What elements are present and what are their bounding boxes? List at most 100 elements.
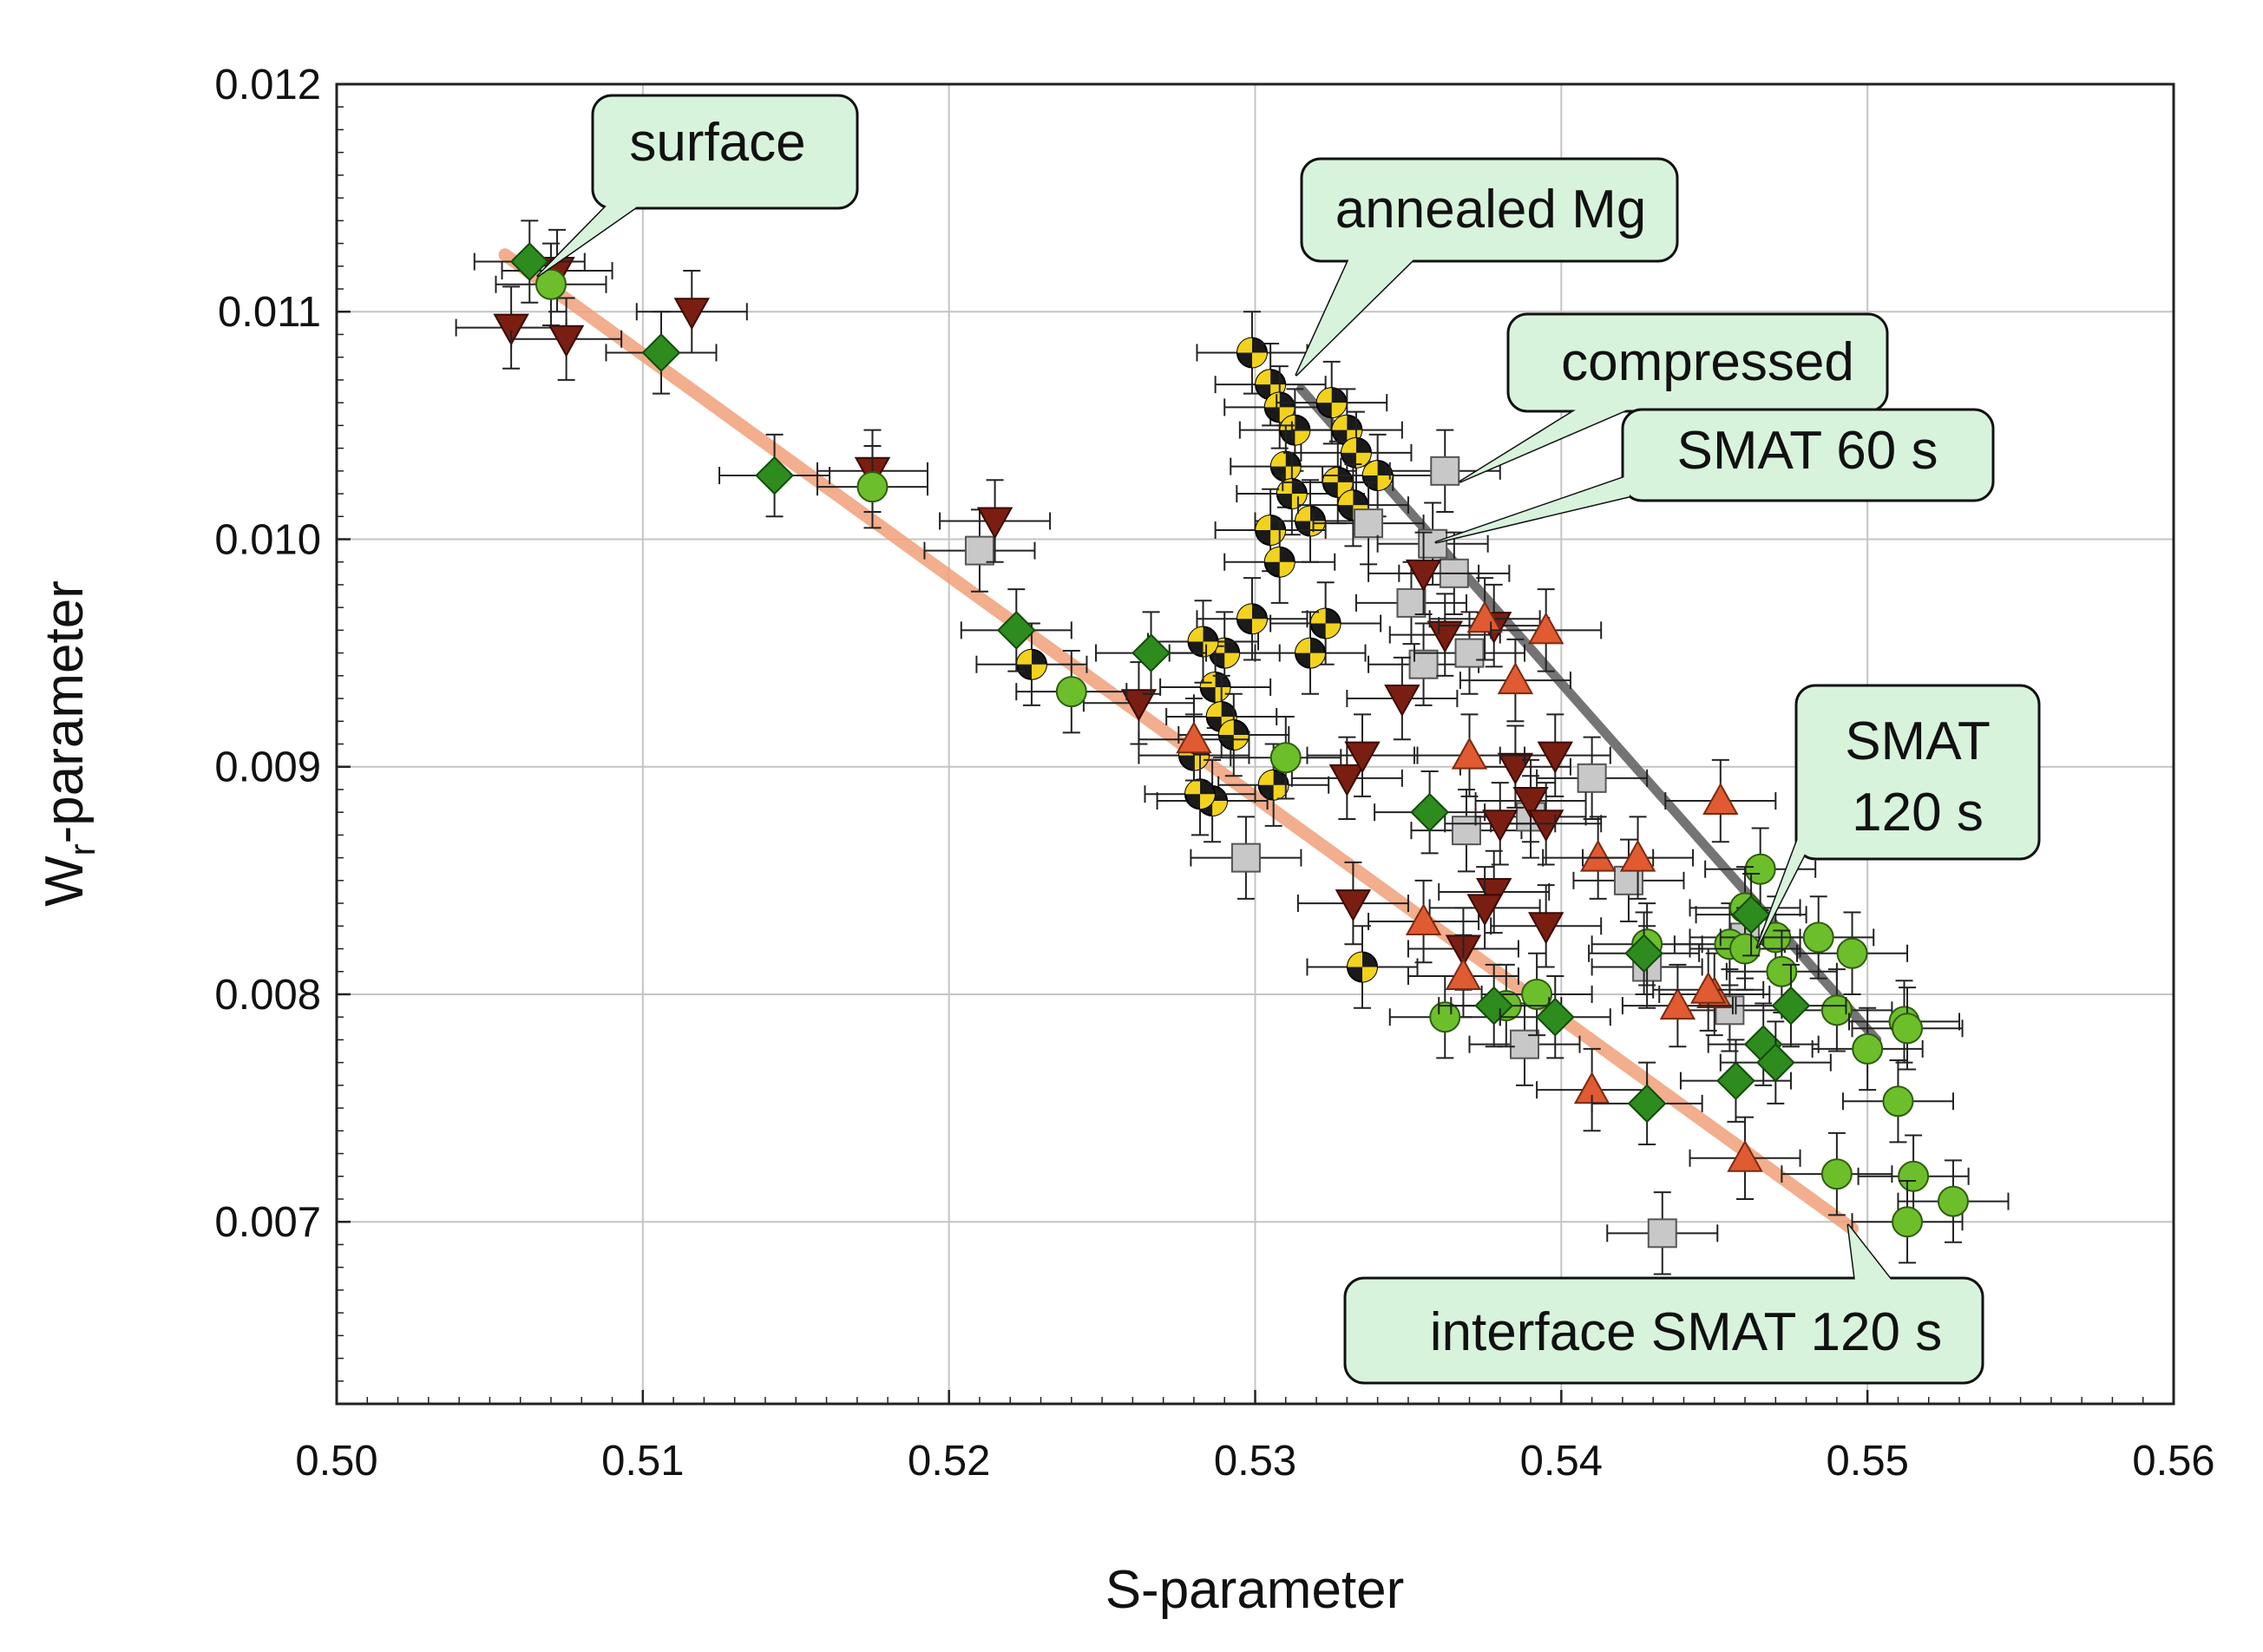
marker-body bbox=[1445, 957, 1482, 990]
data-point bbox=[1689, 1116, 1801, 1200]
marker-body bbox=[1689, 971, 1727, 1004]
marker-body bbox=[1852, 1032, 1884, 1065]
data-point bbox=[1190, 816, 1302, 900]
marker-accent bbox=[1270, 451, 1286, 467]
marker-body bbox=[1405, 559, 1442, 592]
marker-accent bbox=[1016, 649, 1032, 665]
marker-accent bbox=[1224, 652, 1240, 668]
callout-box bbox=[1621, 408, 1995, 502]
data-point bbox=[1606, 1191, 1719, 1275]
data-point bbox=[1147, 600, 1260, 684]
data-point bbox=[1499, 974, 1611, 1059]
marker-body bbox=[1454, 638, 1485, 668]
data-point bbox=[960, 588, 1072, 672]
data-point bbox=[1388, 593, 1501, 677]
marker-body bbox=[673, 298, 710, 331]
marker-body bbox=[1702, 783, 1739, 816]
marker-body bbox=[1410, 792, 1450, 832]
data-point bbox=[1269, 581, 1382, 665]
marker-accent bbox=[1316, 388, 1332, 403]
axis-ticks bbox=[335, 82, 2175, 1404]
data-point bbox=[1591, 1061, 1703, 1146]
marker-accent bbox=[1184, 779, 1200, 795]
marker-body bbox=[1269, 742, 1302, 774]
marker-body bbox=[1820, 994, 1853, 1026]
callout-pointer-fill bbox=[538, 191, 659, 276]
data-point bbox=[510, 297, 623, 381]
marker-accent bbox=[1251, 619, 1267, 634]
marker-accent bbox=[1218, 720, 1234, 736]
x-axis-title: S-parameter bbox=[1105, 1560, 1405, 1620]
marker-body bbox=[1729, 933, 1761, 965]
data-point bbox=[1438, 963, 1551, 1048]
marker-body bbox=[755, 456, 794, 495]
marker-accent bbox=[1347, 952, 1362, 967]
callout-box bbox=[591, 94, 859, 210]
callout-annealed-mg: annealed Mg bbox=[1295, 157, 1679, 377]
data-point bbox=[1781, 1131, 1893, 1216]
tick-labels: 0.50 0.51 0.52 0.53 0.54 0.55 0.56 0.007 0.008 0.… bbox=[214, 62, 2214, 1485]
marker-accent bbox=[1270, 529, 1286, 545]
data-point bbox=[718, 433, 831, 518]
callout-smat-120-s: SMAT 120 s bbox=[1755, 684, 2041, 949]
y-tick-label: 0.012 bbox=[214, 62, 321, 108]
data-point bbox=[1223, 520, 1336, 604]
marker-accent bbox=[1031, 664, 1046, 679]
data-point bbox=[1413, 713, 1525, 797]
marker-body bbox=[1627, 1084, 1667, 1124]
data-point bbox=[1312, 481, 1425, 566]
data-point bbox=[1459, 638, 1571, 723]
marker-body bbox=[856, 471, 889, 503]
marker-body bbox=[1892, 1013, 1924, 1045]
callout-text: surface bbox=[629, 113, 805, 173]
data-point bbox=[1254, 611, 1367, 695]
callout-surface: surface bbox=[536, 94, 859, 278]
marker-accent bbox=[1279, 407, 1295, 423]
marker-accent bbox=[1258, 770, 1274, 785]
marker-body bbox=[996, 610, 1036, 650]
data-point bbox=[1138, 698, 1250, 782]
x-tick-label: 0.52 bbox=[908, 1438, 990, 1485]
marker-body bbox=[1647, 1218, 1677, 1249]
callout-box bbox=[1343, 1276, 1984, 1385]
data-point bbox=[1355, 560, 1467, 646]
y-axis-title-sub: r bbox=[62, 843, 102, 856]
marker-accent bbox=[1310, 608, 1326, 624]
y-tick-label: 0.007 bbox=[214, 1199, 321, 1246]
marker-body bbox=[1405, 903, 1442, 936]
marker-body bbox=[641, 333, 681, 372]
data-point bbox=[1300, 410, 1413, 495]
marker-body bbox=[1577, 763, 1607, 793]
data-point bbox=[1444, 782, 1557, 866]
marker-accent bbox=[1256, 370, 1271, 385]
x-tick-label: 0.51 bbox=[601, 1438, 684, 1485]
data-point bbox=[473, 220, 586, 304]
data-point bbox=[1407, 934, 1519, 1019]
marker-body bbox=[1466, 600, 1503, 633]
data-point bbox=[1582, 816, 1695, 900]
data-point bbox=[1296, 861, 1409, 946]
marker-body bbox=[1132, 633, 1171, 673]
marker-body bbox=[976, 507, 1013, 540]
marker-accent bbox=[1188, 626, 1204, 642]
callout-pointer-fill bbox=[1460, 408, 1631, 482]
y-tick-label: 0.009 bbox=[214, 744, 321, 791]
marker-body bbox=[1396, 587, 1427, 618]
marker-accent bbox=[1273, 784, 1289, 800]
data-point bbox=[1897, 1159, 2010, 1243]
marker-body bbox=[1344, 741, 1381, 774]
marker-body bbox=[1820, 1158, 1853, 1190]
callout-pointer-fill bbox=[1848, 1225, 1892, 1281]
marker-body bbox=[1497, 752, 1534, 785]
callout-text: SMAT bbox=[1845, 711, 1991, 771]
marker-body bbox=[493, 313, 529, 346]
marker-body bbox=[1476, 877, 1512, 911]
marker-body bbox=[1527, 612, 1564, 645]
marker-accent bbox=[1236, 604, 1252, 620]
data-point bbox=[1781, 968, 1893, 1052]
marker-body bbox=[1535, 997, 1575, 1037]
data-point bbox=[1230, 424, 1342, 508]
marker-accent bbox=[1251, 352, 1267, 368]
marker-body bbox=[1619, 839, 1656, 872]
marker-accent bbox=[1325, 623, 1341, 639]
